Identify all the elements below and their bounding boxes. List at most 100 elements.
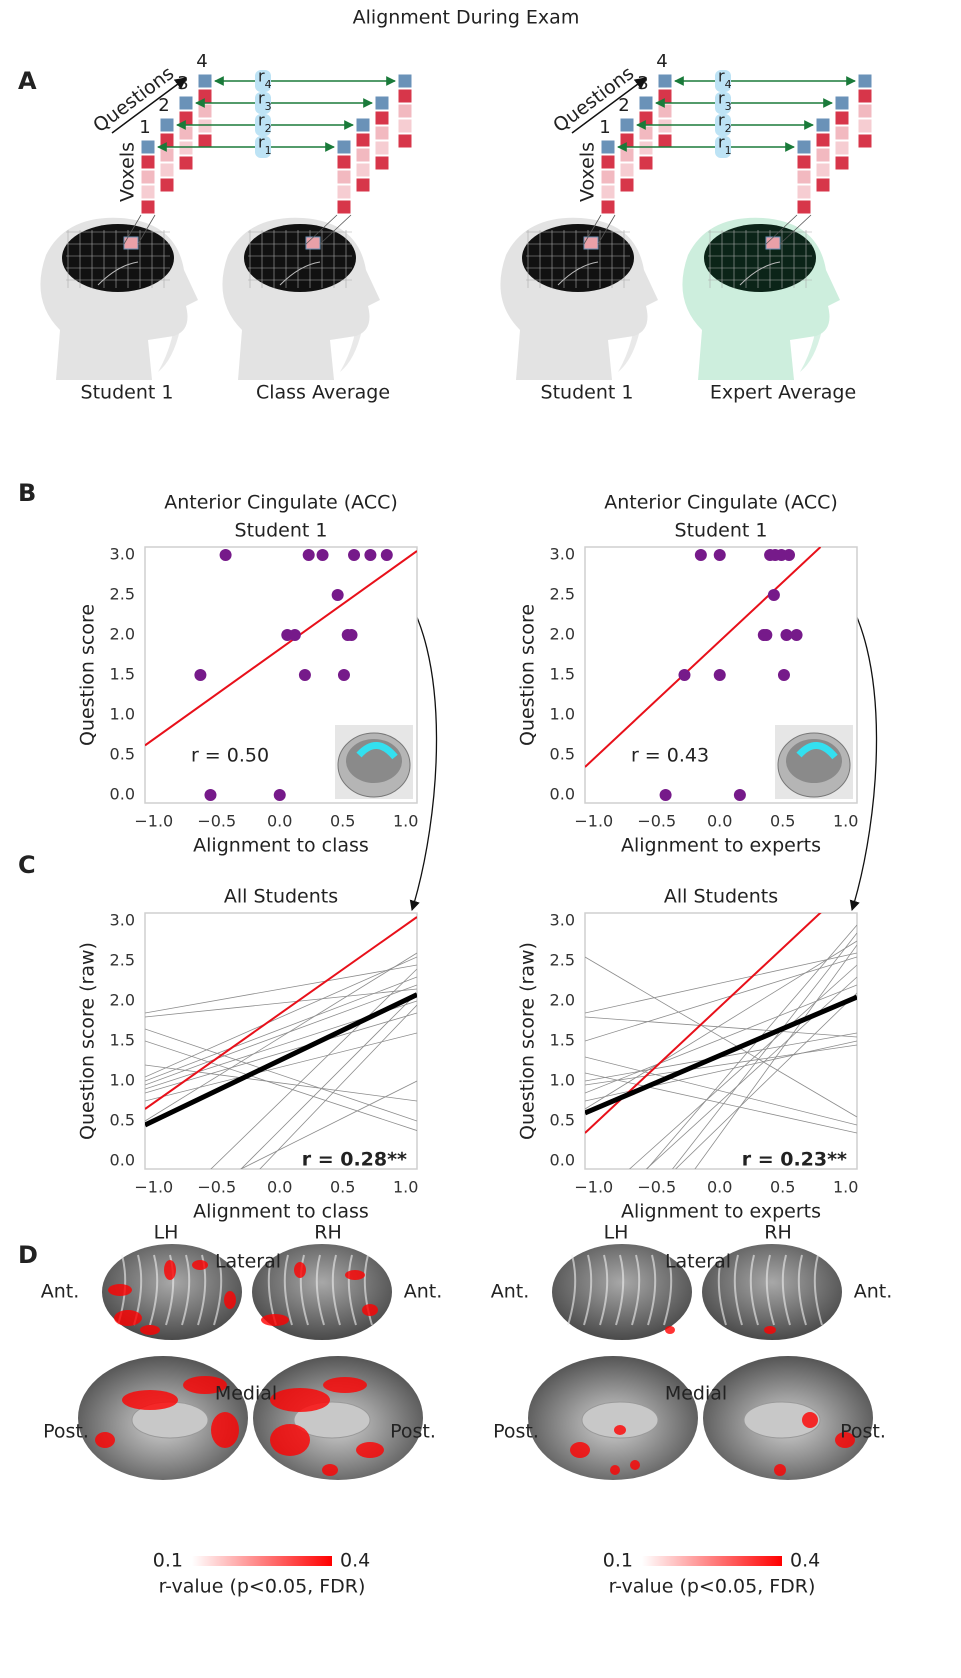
voxel-cell (159, 162, 175, 178)
r-subscript: 2 (265, 122, 272, 135)
sulcus (283, 1254, 293, 1326)
voxel-cell (355, 117, 371, 133)
voxel-patch (123, 236, 139, 250)
significant-region (108, 1284, 132, 1296)
voxel-cell (397, 88, 413, 104)
voxel-connector (137, 214, 156, 245)
voxel-cell (197, 133, 213, 149)
x-axis-label: Alignment to experts (621, 835, 821, 857)
corpus-callosum (293, 1401, 371, 1439)
x-tick-label: −1.0 (134, 812, 173, 831)
y-tick-label: 1.0 (110, 705, 135, 724)
chart-title: All Students (224, 886, 338, 908)
voxel-cell (178, 125, 194, 141)
voxel-cell (397, 118, 413, 134)
orientation-label: Ant. (854, 1281, 893, 1303)
data-point (302, 549, 315, 561)
orientation-label: Post. (43, 1421, 89, 1443)
voxel-cell (197, 73, 213, 89)
data-point (713, 669, 726, 681)
r-highlight (255, 70, 271, 92)
voxel-cell (857, 118, 873, 134)
chart-title: Anterior Cingulate (ACC) (604, 492, 838, 514)
regression-line (145, 964, 417, 1014)
voxel-cell (178, 110, 194, 126)
x-tick-label: 1.0 (833, 1178, 858, 1197)
voxel-connector (779, 214, 812, 245)
y-axis-label: Question score (raw) (517, 942, 539, 1140)
regression-line (145, 1040, 417, 1131)
r-subscript: 4 (725, 78, 732, 91)
regression-line (145, 952, 417, 1122)
voxels-label: Voxels (577, 142, 599, 202)
regression-line (628, 964, 857, 1169)
r-subscript: 1 (725, 144, 732, 157)
data-point (288, 629, 301, 641)
x-tick-label: 0.5 (770, 812, 795, 831)
regression-line (145, 1012, 417, 1094)
voxel-cell (140, 199, 156, 215)
significant-region (294, 1262, 306, 1278)
data-point (767, 589, 780, 601)
regression-line (585, 1044, 857, 1086)
r-highlight (255, 92, 271, 114)
y-tick-label: 0.5 (110, 745, 135, 764)
regression-line (646, 924, 857, 1169)
data-point (380, 549, 393, 561)
y-tick-label: 2.5 (110, 585, 135, 604)
y-tick-label: 3.0 (550, 911, 575, 930)
regression-line (585, 1016, 857, 1038)
y-tick-label: 3.0 (110, 545, 135, 564)
data-point (204, 789, 217, 801)
significant-region (570, 1442, 590, 1458)
orientation-label: Post. (840, 1421, 886, 1443)
significant-region (356, 1442, 384, 1458)
significant-region (630, 1460, 640, 1470)
regression-line (585, 994, 857, 1116)
chart-subtitle: Student 1 (675, 520, 768, 542)
sulcus (315, 1254, 325, 1326)
plot-area (145, 916, 417, 1169)
annotation: r = 0.28** (302, 1149, 407, 1171)
hemisphere-label: LH (154, 1222, 179, 1244)
regression-line (259, 1004, 417, 1169)
significant-region (665, 1326, 675, 1334)
plot-area (145, 550, 417, 799)
y-tick-label: 0.5 (550, 1111, 575, 1130)
sulcus (663, 1254, 673, 1326)
colorbar (642, 1556, 782, 1566)
question-number: 2 (158, 95, 169, 116)
figure-title: Alignment During Exam (353, 7, 580, 29)
average-name: Class Average (256, 382, 390, 404)
data-point (760, 629, 773, 641)
sulcus (363, 1254, 373, 1326)
regression-line (210, 968, 417, 1169)
annotation: r = 0.43 (631, 745, 709, 767)
regression-line (145, 992, 417, 1128)
data-point (777, 669, 790, 681)
significant-region (614, 1425, 626, 1435)
brain (704, 224, 816, 292)
hemisphere-label: RH (764, 1222, 792, 1244)
question-number: 1 (139, 117, 150, 138)
voxel-cell (197, 118, 213, 134)
regression-line (145, 916, 417, 1110)
voxel-connector (305, 214, 338, 245)
annotation: r = 0.23** (742, 1149, 847, 1171)
voxel-cell (796, 169, 812, 185)
x-tick-label: −0.5 (637, 1178, 676, 1197)
x-tick-label: 1.0 (833, 812, 858, 831)
x-tick-label: −0.5 (197, 812, 236, 831)
question-number: 4 (656, 51, 667, 72)
r-highlight (255, 136, 271, 158)
voxel-cell (355, 177, 371, 193)
voxel-cell (815, 177, 831, 193)
voxel-cell (600, 139, 616, 155)
regression-line (585, 956, 857, 1118)
significant-region (95, 1432, 115, 1448)
colorbar-max: 0.4 (790, 1550, 820, 1572)
x-tick-label: −0.5 (197, 1178, 236, 1197)
voxel-cell (197, 103, 213, 119)
data-point (364, 549, 377, 561)
voxel-cell (600, 199, 616, 215)
